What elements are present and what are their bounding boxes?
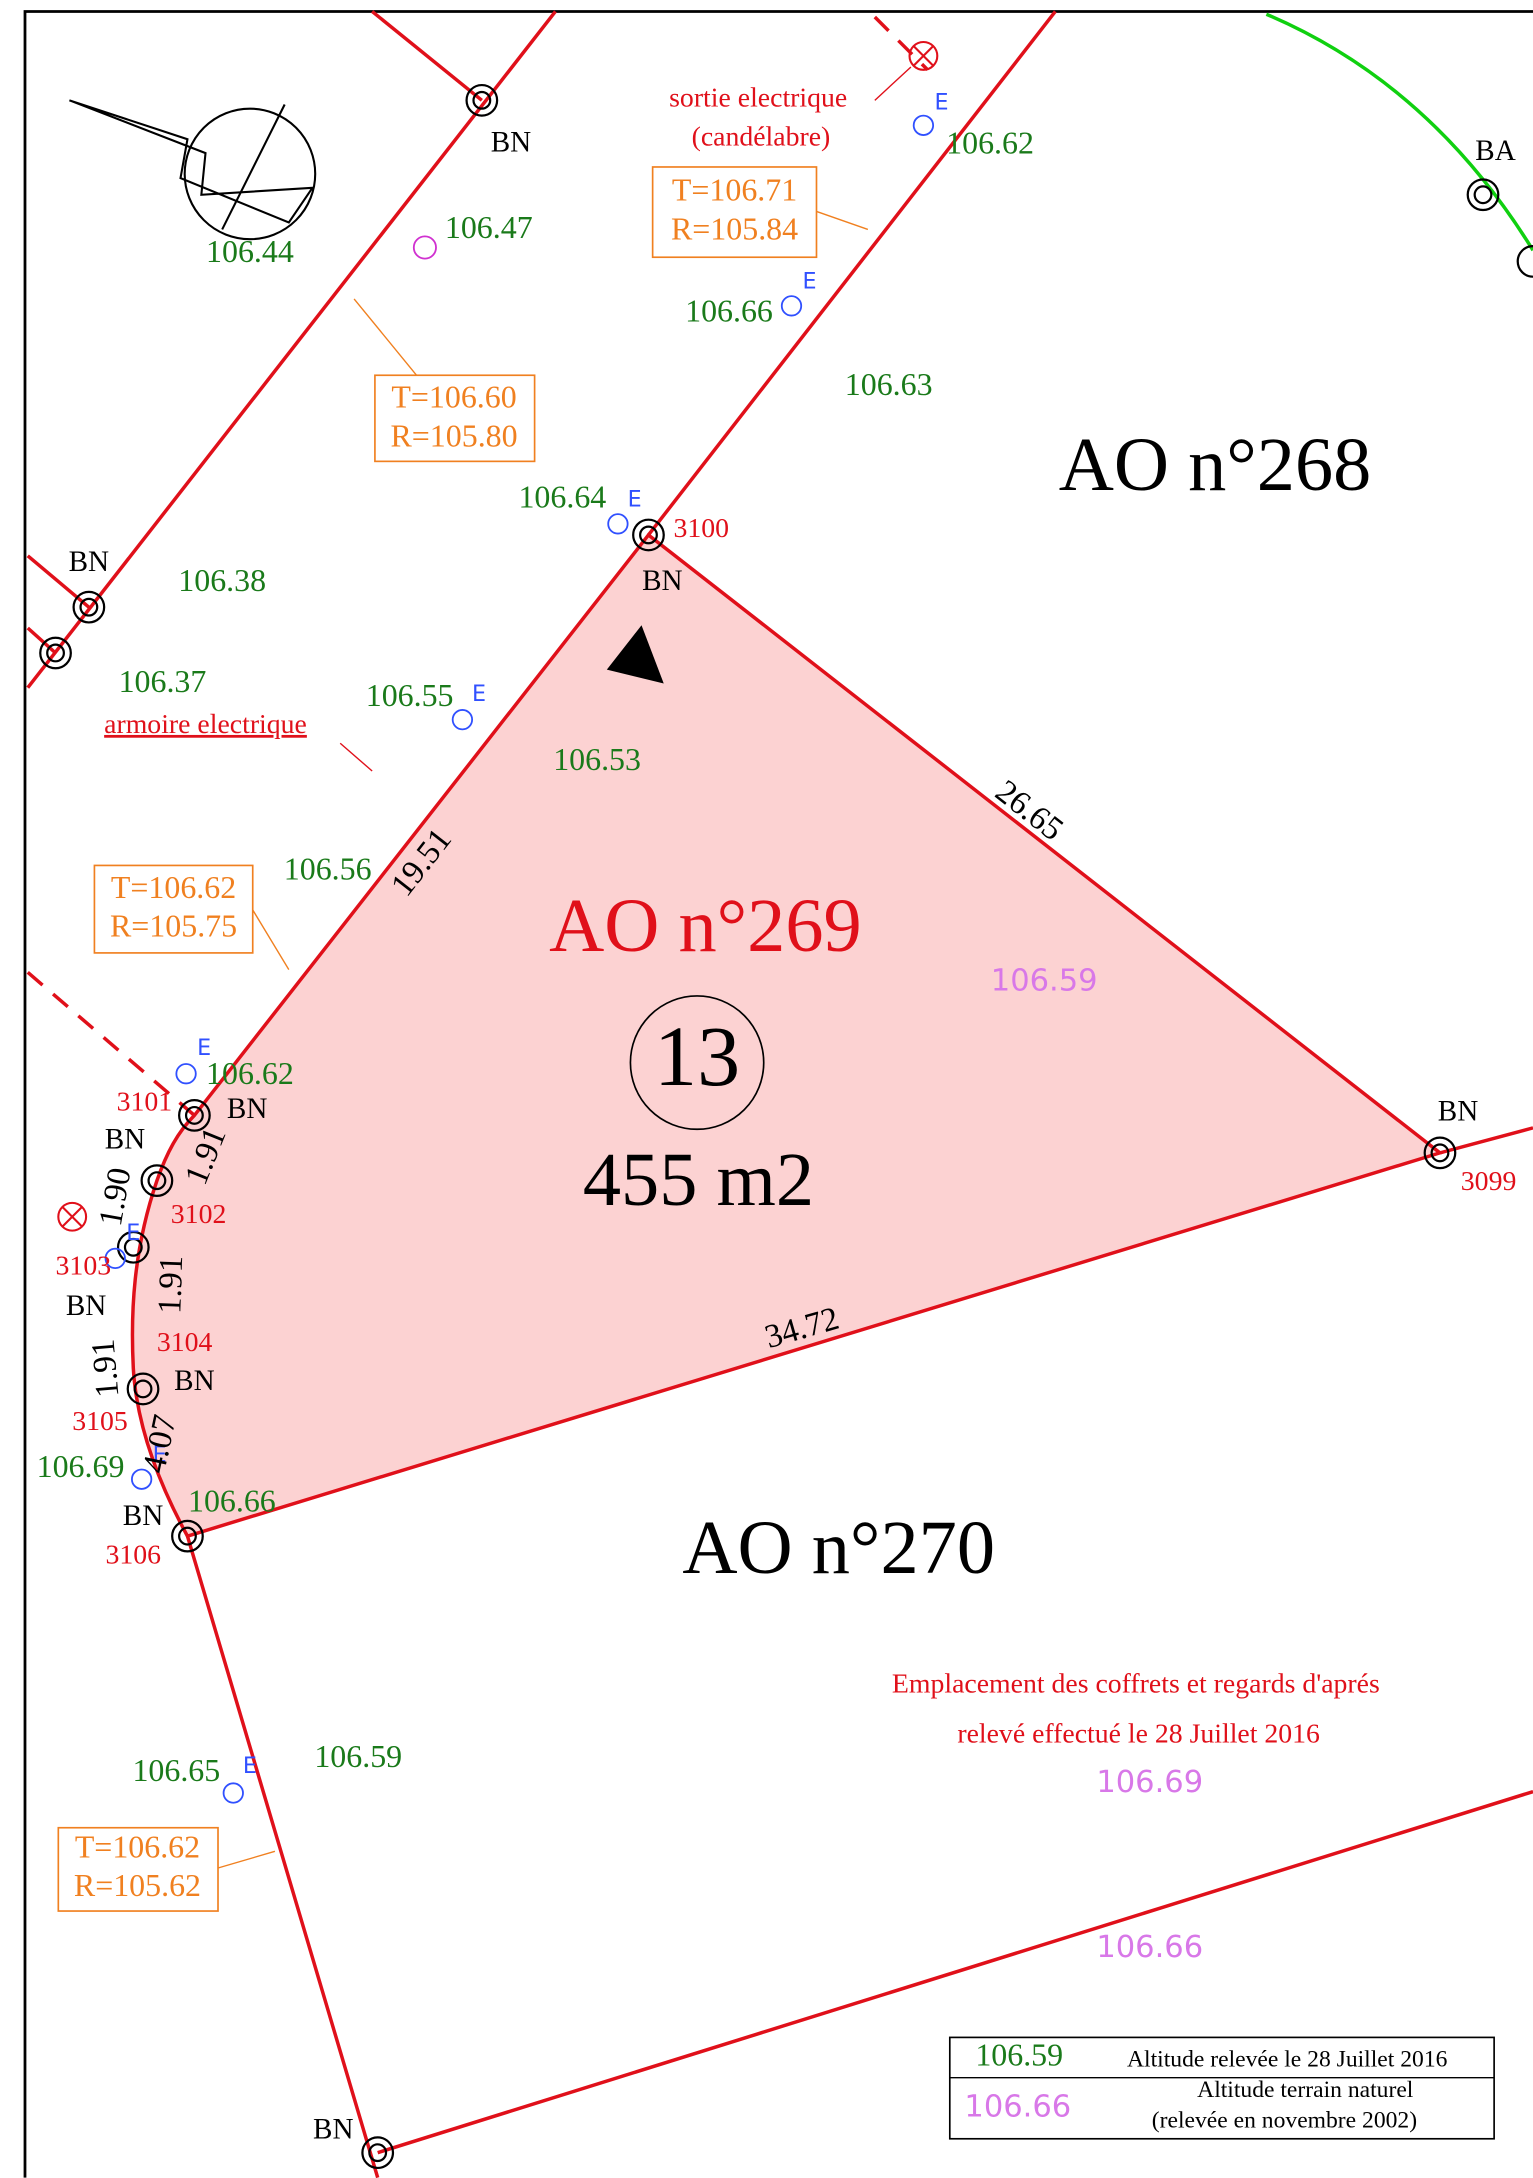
legend-sample: 106.66 <box>964 2090 1071 2125</box>
annotation: sortie electrique <box>669 83 847 114</box>
bn-label: BN <box>105 1123 146 1155</box>
bn-label: BN <box>174 1365 215 1397</box>
box-t: T=106.62 <box>111 870 236 905</box>
altitude-2016: 106.65 <box>132 1753 220 1788</box>
altitude-2016: 106.56 <box>284 852 372 887</box>
dimension: 1.91 <box>151 1255 190 1315</box>
altitude-2016: 106.62 <box>206 1056 294 1091</box>
altitude-2016: 106.44 <box>206 234 294 269</box>
box-r: R=105.75 <box>110 909 237 944</box>
annotation: (candélabre) <box>692 122 831 153</box>
box-t: T=106.62 <box>75 1829 200 1864</box>
annotation: armoire electrique <box>104 709 307 740</box>
altitude-2016: 106.66 <box>685 293 773 328</box>
station-number: 3103 <box>56 1251 112 1282</box>
altitude-2016: 106.47 <box>445 210 533 245</box>
altitude-2016: 106.64 <box>518 480 606 515</box>
bn-label: BN <box>642 565 683 597</box>
e-marker: E <box>472 681 486 707</box>
bn-label: BN <box>69 546 110 578</box>
altitude-2002: 106.69 <box>1096 1765 1203 1800</box>
bn-label: BN <box>1438 1096 1479 1128</box>
station-number: 3106 <box>106 1539 162 1570</box>
bn-label: BN <box>491 126 532 158</box>
altitude-2002: 106.59 <box>991 964 1098 999</box>
altitude-2016: 106.66 <box>188 1484 276 1519</box>
bn-label: BN <box>66 1290 107 1322</box>
box-t: T=106.71 <box>672 173 797 208</box>
altitude-2002: 106.66 <box>1096 1930 1203 1965</box>
bn-label: BN <box>123 1500 164 1532</box>
station-number: 3105 <box>72 1406 128 1437</box>
bn-label: BN <box>227 1093 268 1125</box>
altitude-2016: 106.62 <box>946 125 1034 160</box>
note: relevé effectué le 28 Juillet 2016 <box>957 1718 1320 1749</box>
box-r: R=105.84 <box>671 212 798 247</box>
legend-text: (relevée en novembre 2002) <box>1152 2108 1417 2134</box>
box-t: T=106.60 <box>391 380 516 415</box>
bn-label: BN <box>313 2114 354 2146</box>
parcel-label: AO n°270 <box>682 1505 995 1590</box>
e-marker: E <box>243 1753 257 1779</box>
legend: 106.59 Altitude relevée le 28 Juillet 20… <box>950 2037 1494 2138</box>
e-marker: E <box>934 90 948 116</box>
altitude-2016: 106.63 <box>845 367 933 402</box>
altitude-2016: 106.53 <box>553 742 641 777</box>
legend-text: Altitude terrain naturel <box>1197 2077 1414 2103</box>
altitude-2016: 106.38 <box>178 563 266 598</box>
station-number: 3101 <box>117 1087 173 1118</box>
survey-map: E E E E E E E E AO n°268 AO n°269 13 455… <box>0 0 1533 2178</box>
altitude-2016: 106.69 <box>37 1449 125 1484</box>
box-r: R=105.62 <box>74 1868 201 1903</box>
e-marker: E <box>628 487 642 513</box>
lot-area: 455 m2 <box>583 1137 814 1222</box>
station-number: 3104 <box>157 1327 213 1358</box>
station-number: 3102 <box>171 1199 227 1230</box>
legend-text: Altitude relevée le 28 Juillet 2016 <box>1127 2046 1448 2072</box>
ba-label: BA <box>1475 135 1516 167</box>
parcel-label: AO n°269 <box>549 883 862 968</box>
box-r: R=105.80 <box>391 418 518 453</box>
parcel-label: AO n°268 <box>1059 422 1372 507</box>
note: Emplacement des coffrets et regards d'ap… <box>892 1668 1380 1699</box>
altitude-2016: 106.59 <box>314 1739 402 1774</box>
station-number: 3100 <box>673 513 729 544</box>
altitude-2016: 106.55 <box>366 678 454 713</box>
station-number: 3099 <box>1461 1166 1517 1197</box>
e-marker: E <box>803 269 817 295</box>
altitude-2016: 106.37 <box>119 664 207 699</box>
lot-number: 13 <box>654 1008 740 1104</box>
legend-sample: 106.59 <box>975 2038 1063 2073</box>
dimension: 1.91 <box>84 1338 126 1399</box>
